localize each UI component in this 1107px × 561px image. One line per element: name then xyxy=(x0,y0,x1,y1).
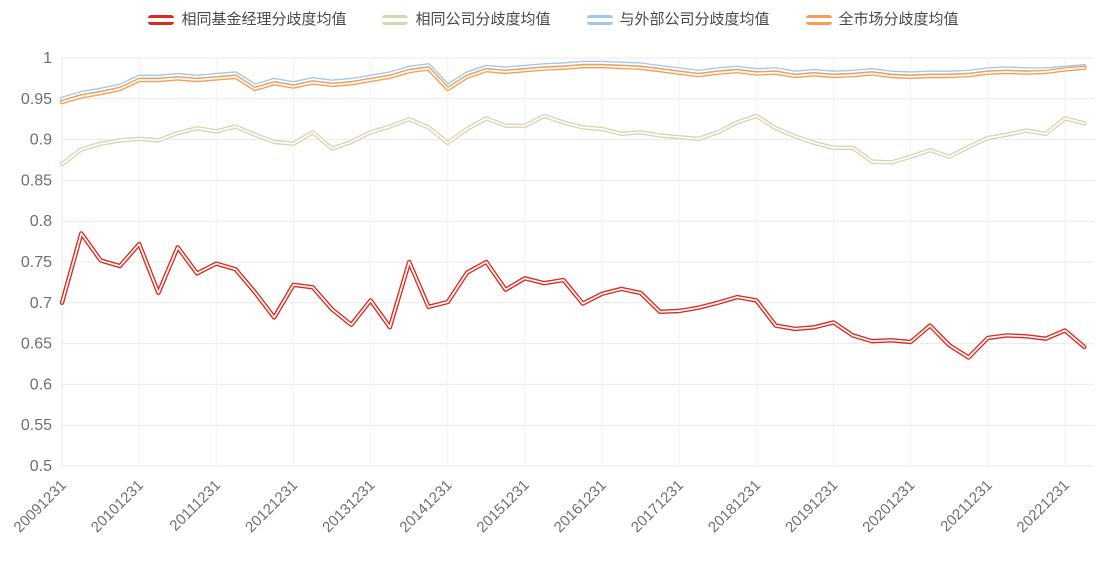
x-tick-label: 20111231 xyxy=(166,477,224,535)
legend-line-marker-icon xyxy=(805,15,832,25)
y-tick-label: 1 xyxy=(43,50,52,67)
legend-item-4[interactable]: 全市场分歧度均值 xyxy=(805,10,959,30)
x-tick-label: 20221231 xyxy=(1014,477,1073,536)
y-axis-labels: 1 0.95 0.9 0.85 0.8 0.75 0.7 0.65 0.6 0.55 0.5 xyxy=(21,50,52,475)
legend-item-3[interactable]: 与外部公司分歧度均值 xyxy=(586,10,770,30)
legend-item-2[interactable]: 相同公司分歧度均值 xyxy=(382,10,551,30)
y-tick-label: 0.6 xyxy=(30,376,52,393)
y-tick-label: 0.7 xyxy=(30,295,52,312)
x-tick-label: 20181231 xyxy=(705,477,764,536)
series-core xyxy=(61,62,1086,100)
x-tick-label: 20141231 xyxy=(396,477,455,536)
legend-item-label: 与外部公司分歧度均值 xyxy=(619,11,770,28)
y-tick-label: 0.85 xyxy=(21,172,52,189)
x-tick-label: 20101231 xyxy=(88,477,147,536)
chart-legend: 相同基金经理分歧度均值 相同公司分歧度均值 与外部公司分歧度均值 全市场分歧度均值 xyxy=(0,10,1107,30)
x-tick-label: 20171231 xyxy=(628,477,687,536)
legend-item-label: 相同公司分歧度均值 xyxy=(415,11,551,28)
y-tick-label: 0.95 xyxy=(21,91,52,108)
x-tick-label: 20131231 xyxy=(319,477,378,536)
x-tick-label: 20211231 xyxy=(937,477,995,535)
series-line-2 xyxy=(59,113,1087,167)
series-outline xyxy=(59,231,1087,360)
y-tick-label: 0.5 xyxy=(30,458,52,475)
series-line-1 xyxy=(59,231,1087,360)
legend-item-label: 相同基金经理分歧度均值 xyxy=(181,11,347,28)
x-tick-label: 20151231 xyxy=(474,477,533,536)
x-tick-label: 20121231 xyxy=(242,477,301,536)
series-core xyxy=(61,232,1086,359)
legend-line-marker-icon xyxy=(148,15,175,25)
x-tick-label: 20091231 xyxy=(11,477,70,536)
legend-item-1[interactable]: 相同基金经理分歧度均值 xyxy=(148,10,346,30)
legend-line-marker-icon xyxy=(382,15,409,25)
y-tick-label: 0.8 xyxy=(30,213,52,230)
x-axis-labels: 20091231 20101231 20111231 20121231 20131231… xyxy=(11,477,1073,536)
x-tick-label: 20161231 xyxy=(551,477,610,536)
series-line-4 xyxy=(59,64,1087,105)
y-tick-label: 0.75 xyxy=(21,254,52,271)
y-tick-label: 0.55 xyxy=(21,417,52,434)
x-tick-label: 20191231 xyxy=(782,477,841,536)
legend-line-marker-icon xyxy=(586,15,613,25)
y-tick-label: 0.65 xyxy=(21,336,52,353)
series-core xyxy=(61,65,1086,103)
x-tick-label: 20201231 xyxy=(859,477,918,536)
y-tick-label: 0.9 xyxy=(30,132,52,149)
legend-item-label: 全市场分歧度均值 xyxy=(838,11,959,28)
series-core xyxy=(61,115,1086,165)
series-line-3 xyxy=(59,60,1087,101)
